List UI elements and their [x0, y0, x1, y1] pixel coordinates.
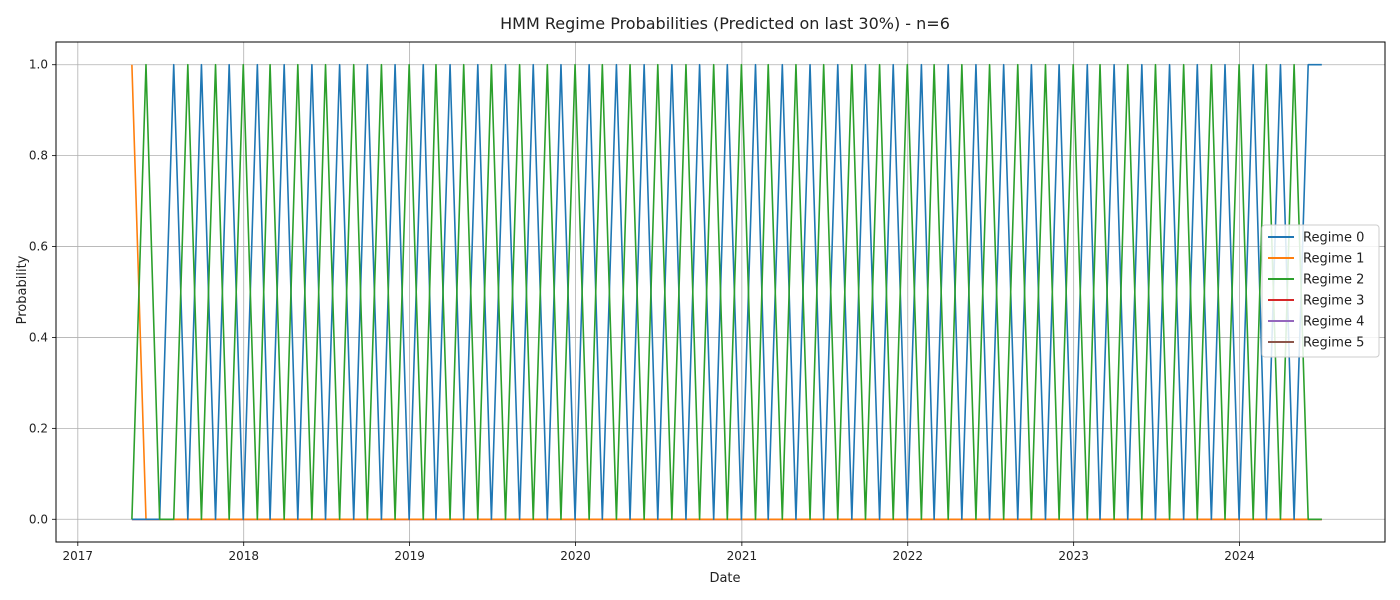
series-line-regime-0: [131, 63, 1322, 521]
chart-title: HMM Regime Probabilities (Predicted on l…: [500, 14, 950, 33]
series-line-regime-2: [131, 63, 1322, 521]
x-tick-label: 2021: [727, 549, 758, 563]
y-tick-label: 1.0: [29, 58, 48, 72]
legend: Regime 0 Regime 1 Regime 2 Regime 3 Regime 4…: [1261, 224, 1380, 358]
x-axis-label: Date: [709, 571, 740, 586]
x-tick-label: 2018: [228, 549, 259, 563]
y-tick-label: 0.6: [29, 240, 48, 254]
y-axis: 0.0 0.2 0.4 0.6 0.8 1.0: [29, 58, 56, 526]
legend-label: Regime 2: [1303, 273, 1364, 288]
plot-border: [55, 41, 1386, 543]
y-tick-label: 0.0: [29, 512, 48, 526]
x-tick-label: 2019: [394, 549, 425, 563]
x-tick-label: 2017: [63, 549, 94, 563]
series-lines: [131, 63, 1322, 521]
y-axis-label: Probability: [15, 255, 30, 324]
x-tick-label: 2020: [560, 549, 591, 563]
legend-label: Regime 3: [1303, 294, 1364, 309]
legend-label: Regime 1: [1303, 252, 1364, 267]
legend-label: Regime 0: [1303, 231, 1364, 246]
x-tick-label: 2022: [892, 549, 923, 563]
y-tick-label: 0.4: [29, 330, 48, 344]
y-tick-label: 0.2: [29, 421, 48, 435]
x-tick-label: 2023: [1058, 549, 1089, 563]
y-tick-label: 0.8: [29, 149, 48, 163]
x-tick-label: 2024: [1224, 549, 1255, 563]
legend-label: Regime 4: [1303, 315, 1364, 330]
legend-label: Regime 5: [1303, 336, 1364, 351]
x-axis: 2017 2018 2019 2020 2021 2022 2023 2024: [63, 542, 1255, 563]
